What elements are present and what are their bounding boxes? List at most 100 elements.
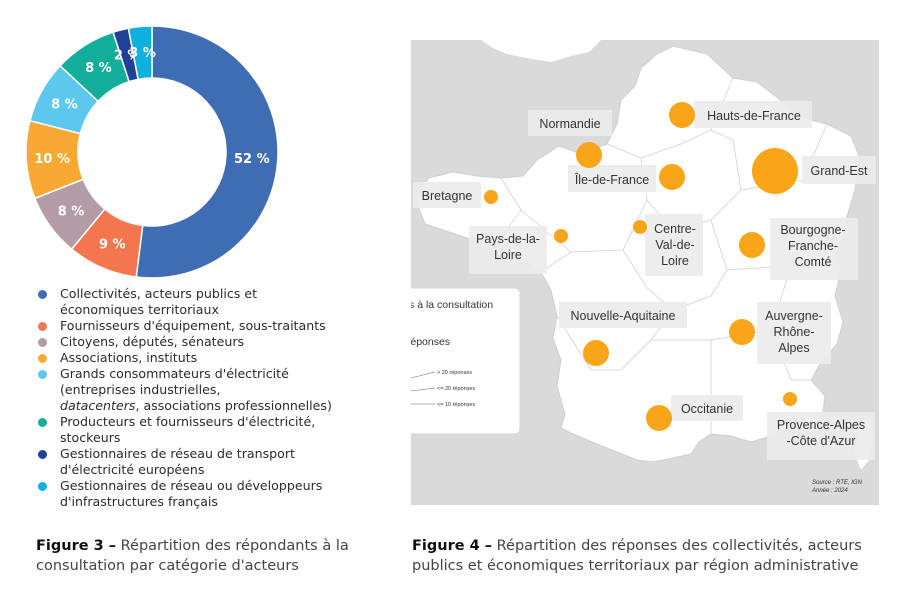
region-label: Provence-Alpes bbox=[777, 418, 865, 432]
region-bubble bbox=[646, 405, 672, 431]
uk-land bbox=[481, 40, 601, 62]
region-label: Loire bbox=[661, 254, 689, 268]
donut-legend: Collectivités, acteurs publics et économ… bbox=[36, 286, 336, 510]
region-label: Normandie bbox=[539, 117, 600, 131]
region-bubble bbox=[484, 190, 498, 204]
legend-swatch bbox=[38, 322, 47, 331]
region-label: Bourgogne- bbox=[780, 223, 845, 237]
legend-item: Collectivités, acteurs publics et économ… bbox=[36, 286, 336, 318]
region-bubble bbox=[554, 229, 568, 243]
donut-slice-label: 52 % bbox=[234, 152, 270, 167]
legend-label: Gestionnaires de réseau de transport d'é… bbox=[60, 446, 295, 477]
map-legend-box bbox=[411, 287, 521, 435]
region-label-box bbox=[802, 156, 876, 184]
region-label: Bretagne bbox=[422, 189, 473, 203]
region-label: Comté bbox=[795, 255, 832, 269]
region-map: Hauts-de-France Normandie Grand-Est Île-de-… bbox=[411, 40, 879, 505]
donut-slice bbox=[127, 25, 153, 81]
region-label: -Côte d'Azur bbox=[786, 434, 855, 448]
donut-slice-label: 8 % bbox=[85, 61, 112, 76]
figure-4-text: Répartition des réponses des collectivit… bbox=[412, 538, 862, 574]
region-label: Nouvelle-Aquitaine bbox=[571, 309, 676, 323]
donut-slice-label: 3 % bbox=[129, 46, 156, 61]
legend-swatch bbox=[38, 418, 47, 427]
legend-item: Citoyens, députés, sénateurs bbox=[36, 334, 336, 350]
donut-slice-label: 8 % bbox=[51, 97, 78, 112]
legend-label: Associations, instituts bbox=[60, 350, 198, 365]
legend-item: Fournisseurs d'équipement, sous-traitant… bbox=[36, 318, 336, 334]
map-labels: Hauts-de-France Normandie Grand-Est Île-de-… bbox=[413, 101, 876, 460]
region-label-box bbox=[671, 395, 743, 421]
region-bubble bbox=[583, 340, 609, 366]
legend-item: Gestionnaires de réseau ou développeurs … bbox=[36, 478, 336, 510]
donut-slice-label: 10 % bbox=[34, 152, 70, 167]
region-label-box bbox=[528, 110, 612, 136]
legend-label: Grands consommateurs d'électricité (entr… bbox=[60, 366, 332, 413]
legend-item: Producteurs et fournisseurs d'électricit… bbox=[36, 414, 336, 446]
region-bubble bbox=[633, 220, 647, 234]
region-label-box bbox=[568, 165, 656, 192]
map-bubbles bbox=[484, 102, 798, 431]
region-bubble bbox=[783, 392, 797, 406]
region-label: Val-de- bbox=[655, 238, 694, 252]
legend-item: Grands consommateurs d'électricité (entr… bbox=[36, 366, 336, 414]
region-label-box bbox=[757, 302, 831, 364]
figure-3-text: Répartition des répondants à la consulta… bbox=[36, 538, 349, 574]
region-label-box bbox=[770, 218, 858, 280]
map-legend-size-label: > 20 réponses bbox=[437, 370, 472, 376]
legend-swatch bbox=[38, 370, 47, 379]
region-label: Franche- bbox=[788, 239, 838, 253]
legend-label: Producteurs et fournisseurs d'électricit… bbox=[60, 414, 316, 445]
region-bubble bbox=[576, 142, 602, 168]
region-label: Loire bbox=[494, 248, 522, 262]
donut-slice bbox=[135, 25, 279, 279]
legend-swatch bbox=[38, 354, 47, 363]
map-legend-size-label: <= 10 réponses bbox=[437, 402, 475, 408]
donut-chart: 52 %9 %8 %10 %8 %8 %2 %3 % bbox=[25, 25, 279, 279]
figure-4-label: Figure 4 – bbox=[412, 538, 492, 554]
region-bubble bbox=[659, 164, 685, 190]
region-label-box bbox=[559, 302, 687, 328]
map-legend-label: Réponses à la consultation bbox=[411, 299, 493, 311]
region-label: Pays-de-la- bbox=[476, 232, 540, 246]
donut-slice-label: 8 % bbox=[58, 204, 85, 219]
map-year: Année : 2024 bbox=[811, 488, 848, 494]
map-legend-leader bbox=[411, 387, 436, 392]
region-label: Auvergne- bbox=[765, 309, 823, 323]
region-bubble bbox=[752, 148, 798, 194]
donut-slice-label: 9 % bbox=[99, 237, 126, 252]
map-legend-size-title: Nombre de réponses bbox=[411, 336, 450, 348]
figure-3-label: Figure 3 – bbox=[36, 538, 116, 554]
legend-swatch bbox=[38, 338, 47, 347]
legend-item: Associations, instituts bbox=[36, 350, 336, 366]
region-label-box bbox=[413, 182, 481, 208]
region-label-box bbox=[469, 226, 547, 274]
map-legend: Réponses à la consultationpubliqueNombre… bbox=[411, 299, 493, 408]
region-label-box bbox=[767, 412, 875, 460]
legend-label: Fournisseurs d'équipement, sous-traitant… bbox=[60, 318, 326, 333]
map-source: Source : RTE, IGN bbox=[812, 480, 863, 486]
region-label: Grand-Est bbox=[811, 164, 868, 178]
legend-swatch bbox=[38, 482, 47, 491]
region-label: Alpes bbox=[778, 341, 809, 355]
legend-swatch bbox=[38, 290, 47, 299]
figure-3-caption: Figure 3 – Répartition des répondants à … bbox=[36, 536, 366, 576]
region-label: Île-de-France bbox=[574, 172, 649, 187]
region-label: Hauts-de-France bbox=[707, 109, 801, 123]
region-label: Rhône- bbox=[774, 325, 815, 339]
region-bubble bbox=[669, 102, 695, 128]
map-legend-leader bbox=[411, 371, 436, 379]
region-label-box bbox=[645, 214, 703, 276]
legend-label: Citoyens, députés, sénateurs bbox=[60, 334, 245, 349]
figure-4-caption: Figure 4 – Répartition des réponses des … bbox=[412, 536, 892, 576]
region-bubble bbox=[729, 319, 755, 345]
map-legend-size-label: <= 20 réponses bbox=[437, 386, 475, 392]
region-label: Occitanie bbox=[681, 402, 733, 416]
legend-item: Gestionnaires de réseau de transport d'é… bbox=[36, 446, 336, 478]
legend-label: Collectivités, acteurs publics et économ… bbox=[60, 286, 258, 317]
legend-swatch bbox=[38, 450, 47, 459]
region-label-box bbox=[694, 101, 812, 128]
region-bubble bbox=[739, 232, 765, 258]
legend-label: Gestionnaires de réseau ou développeurs … bbox=[60, 478, 323, 509]
region-label: Centre- bbox=[654, 222, 696, 236]
